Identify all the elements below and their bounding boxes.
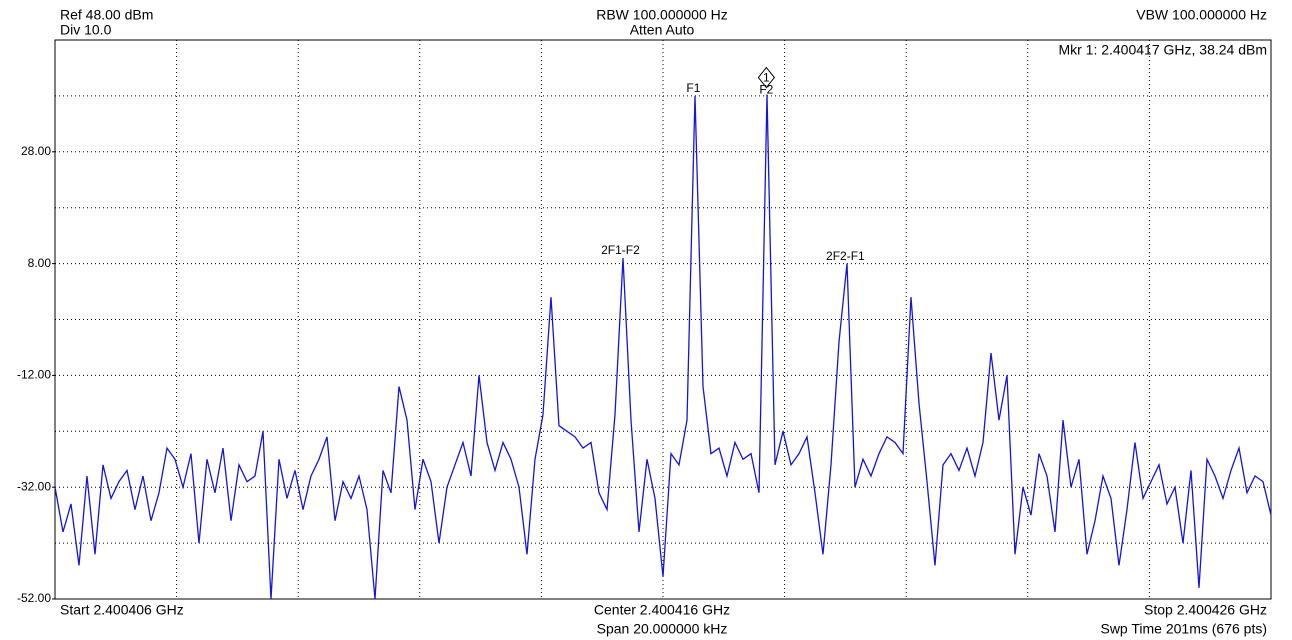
stop-freq: Stop 2.400426 GHz — [1144, 602, 1267, 618]
span: Span 20.000000 kHz — [597, 621, 728, 637]
peak-label: F2 — [759, 83, 773, 97]
y-tick-label: -12.00 — [17, 368, 51, 382]
attenuation: Atten Auto — [630, 22, 695, 38]
div-scale: Div 10.0 — [60, 22, 112, 38]
center-freq: Center 2.400416 GHz — [594, 602, 730, 618]
sweep-time: Swp Time 201ms (676 pts) — [1100, 621, 1267, 637]
peak-label: 2F1-F2 — [601, 243, 640, 257]
marker-diamond — [757, 66, 776, 89]
peak-label: F1 — [686, 81, 700, 95]
vbw: VBW 100.000000 Hz — [1136, 7, 1267, 23]
marker-number: 1 — [763, 71, 770, 85]
y-tick-label: 28.00 — [21, 144, 51, 158]
ref-level: Ref 48.00 dBm — [60, 7, 153, 23]
rbw: RBW 100.000000 Hz — [596, 7, 728, 23]
peak-label: 2F2-F1 — [826, 249, 865, 263]
start-freq: Start 2.400406 GHz — [60, 602, 184, 618]
marker-readout: Mkr 1: 2.400417 GHz, 38.24 dBm — [1058, 42, 1267, 58]
y-tick-label: -32.00 — [17, 479, 51, 493]
trace — [54, 94, 1272, 600]
y-tick-label: 8.00 — [28, 256, 52, 270]
y-tick-label: -52.00 — [17, 591, 51, 605]
